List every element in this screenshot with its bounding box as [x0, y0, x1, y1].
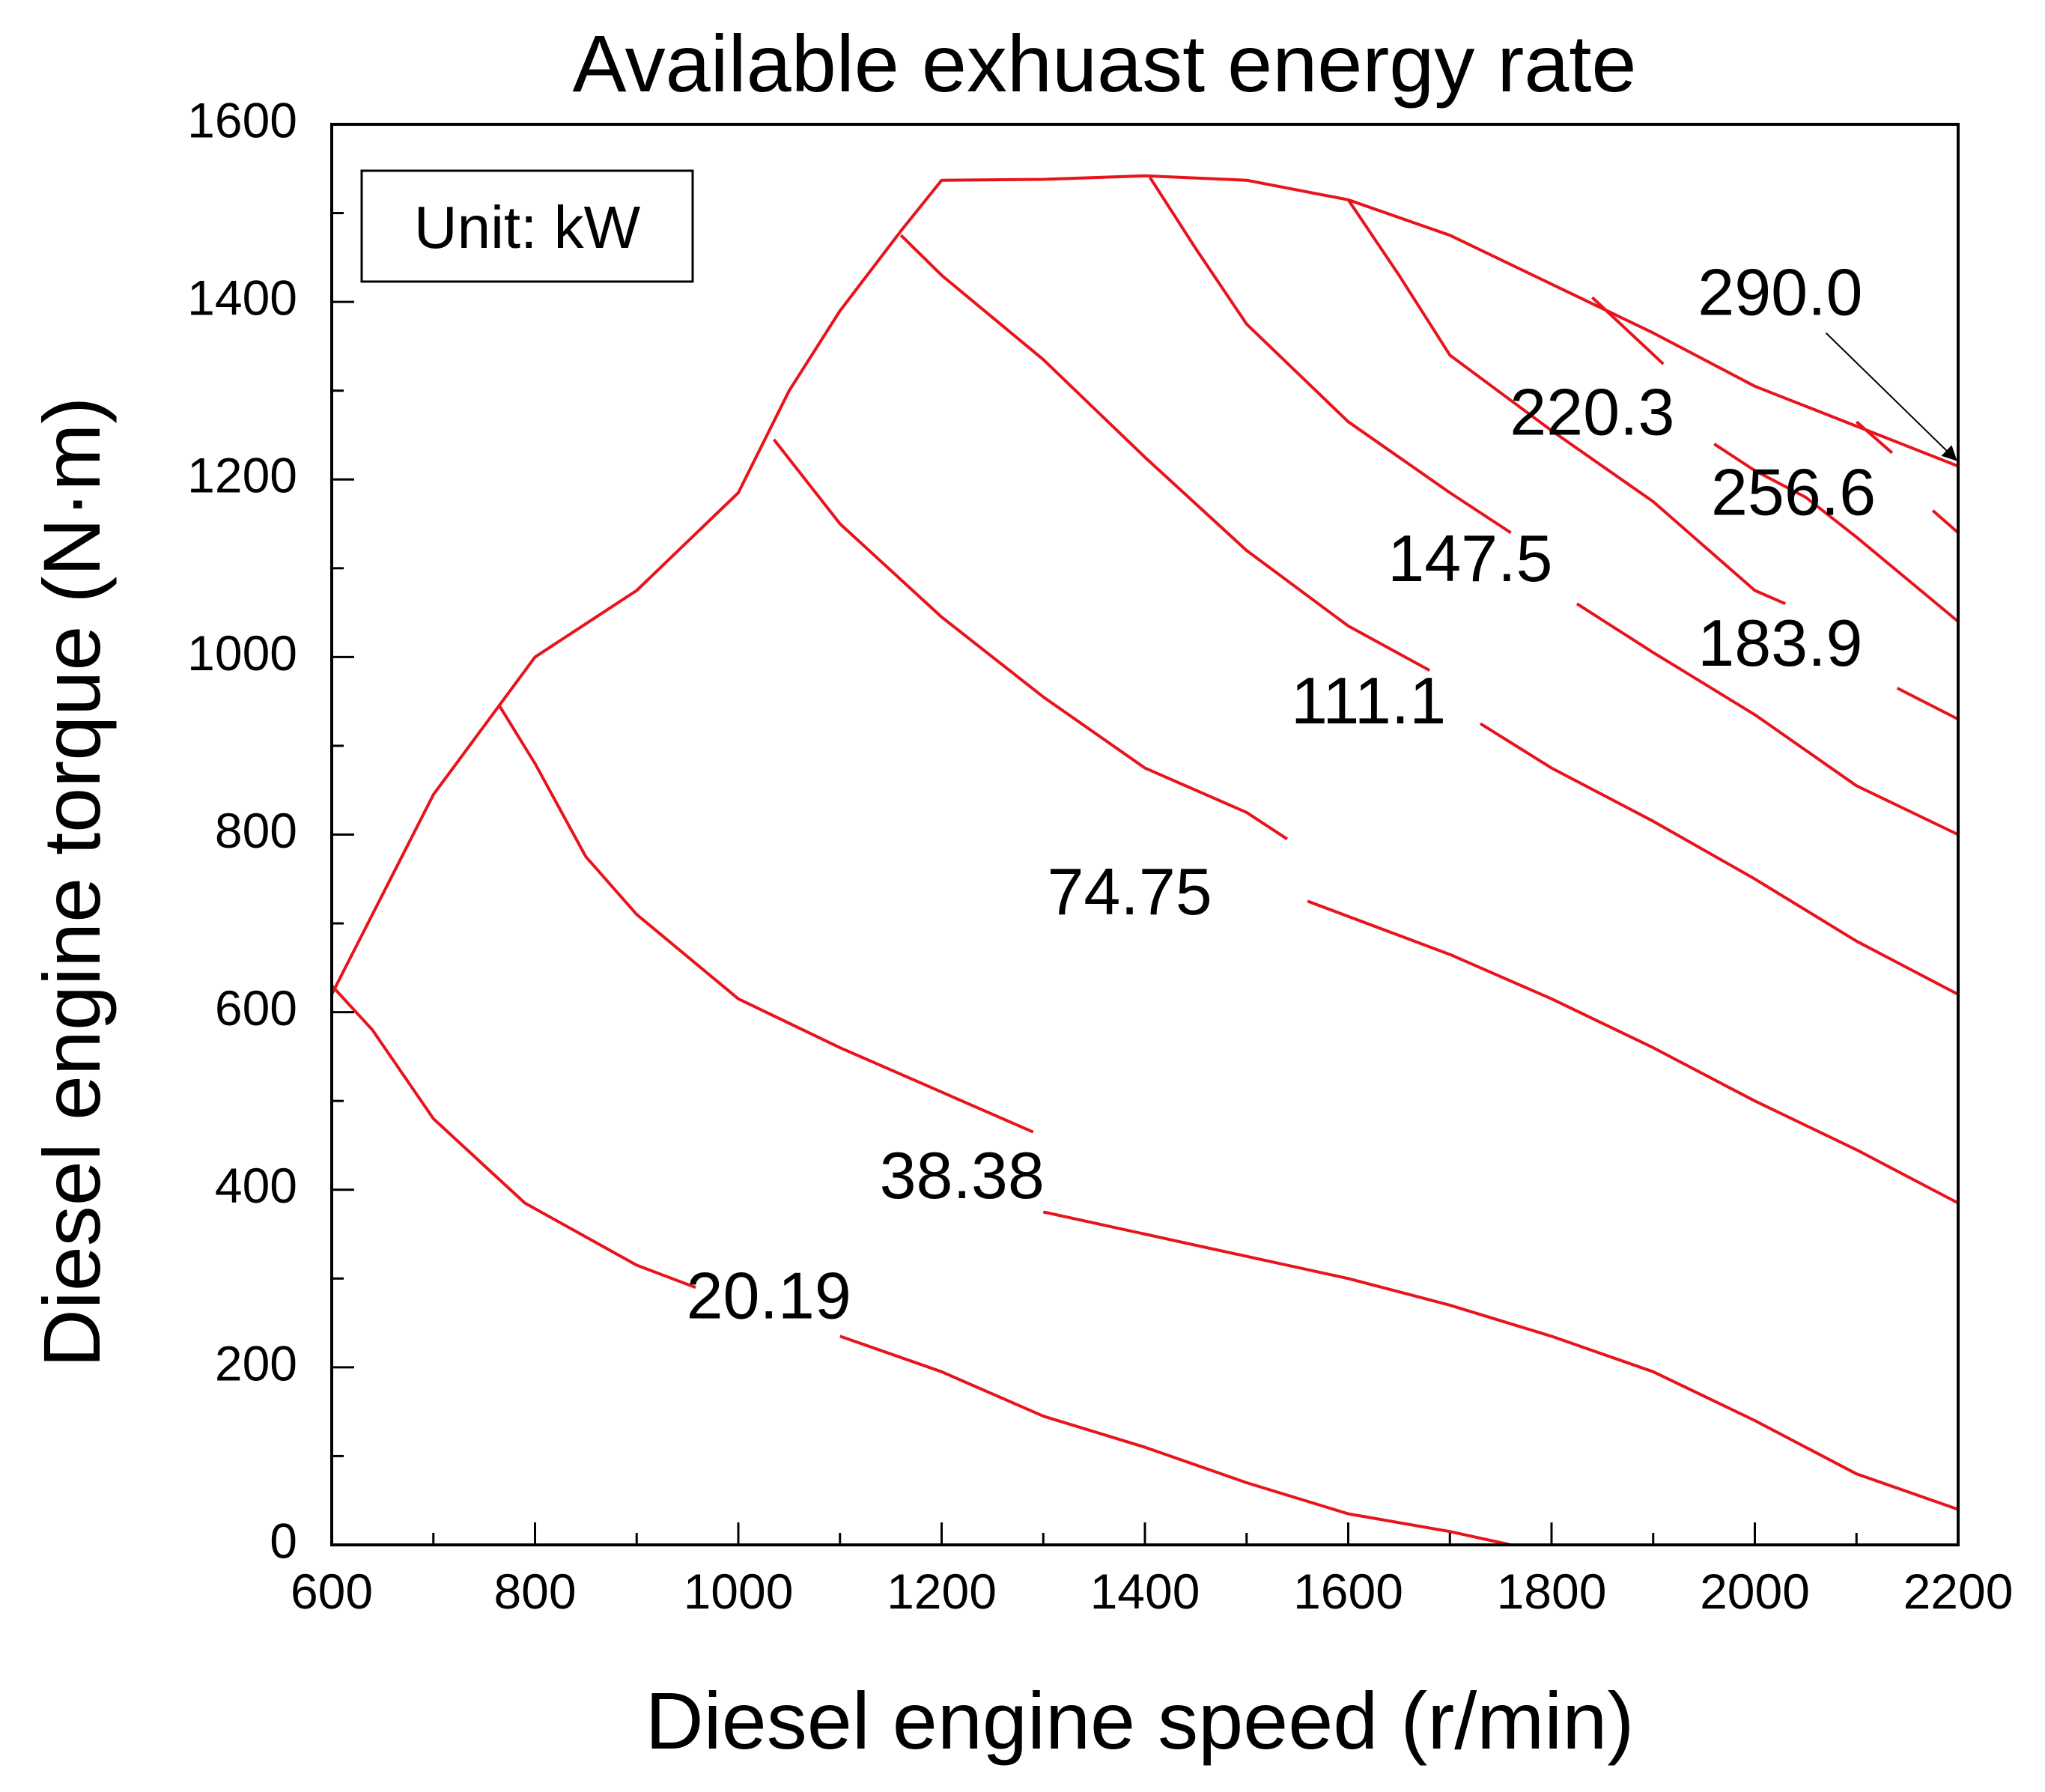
contour-line-220.3-seg1	[1590, 296, 1665, 365]
contour-line-256.6-seg1	[1855, 420, 1894, 455]
annotation-arrow	[1825, 332, 1957, 461]
contour-line-38.38-seg1	[498, 705, 1034, 1134]
x-axis-label: Diesel engine speed (r/min)	[645, 1675, 1635, 1766]
chart-title: Available exhuast energy rate	[573, 18, 1637, 109]
y-tick-label-1000: 1000	[187, 625, 297, 681]
y-tick-label-800: 800	[215, 803, 297, 858]
contour-label-183.9: 183.9	[1698, 606, 1862, 680]
contour-label-74.75: 74.75	[1047, 854, 1212, 929]
y-tick-label-1600: 1600	[187, 92, 297, 148]
boundary-line	[330, 174, 1959, 995]
x-tick-label-1400: 1400	[1090, 1564, 1200, 1619]
contour-line-38.38-seg2	[1042, 1210, 1959, 1511]
x-tick-label-2200: 2200	[1903, 1564, 2014, 1619]
contour-line-111.1-seg2	[1479, 722, 1959, 996]
contour-label-220.3: 220.3	[1510, 375, 1674, 449]
y-tick-label-1400: 1400	[187, 270, 297, 326]
x-tick-label-800: 800	[493, 1564, 576, 1619]
x-tick-label-2000: 2000	[1700, 1564, 1810, 1619]
contour-line-220.3-seg2	[1713, 443, 1960, 623]
contour-line-20.19-seg1	[330, 984, 696, 1290]
contour-line-111.1-seg1	[899, 234, 1431, 672]
contour-label-111.1: 111.1	[1291, 663, 1446, 738]
y-tick-label-1200: 1200	[187, 448, 297, 503]
x-tick-label-600: 600	[291, 1564, 373, 1619]
y-tick-label-0: 0	[270, 1513, 297, 1568]
y-tick-label-600: 600	[215, 980, 297, 1036]
contour-label-256.6: 256.6	[1711, 455, 1876, 529]
contour-label-290.0: 290.0	[1698, 255, 1862, 329]
unit-box-label: Unit: kW	[414, 194, 641, 261]
axes: 600 800 1000 1200 1400 1600 1800 2000 2200 0 200 40…	[187, 92, 2013, 1619]
contour-line-20.19-seg2	[839, 1334, 1512, 1546]
x-tick-label-1800: 1800	[1497, 1564, 1607, 1619]
y-tick-label-200: 200	[215, 1335, 297, 1391]
contour-line-74.75-seg2	[1307, 899, 1959, 1205]
x-tick-label-1200: 1200	[887, 1564, 997, 1619]
contour-label-147.5: 147.5	[1388, 521, 1552, 595]
plot-frame	[330, 123, 1960, 1546]
contour-line-183.9-seg2	[1896, 687, 1959, 721]
contour-line-147.5-seg2	[1575, 602, 1959, 836]
contour-line-74.75-seg1	[772, 438, 1289, 841]
contour-line-147.5-seg1	[1149, 177, 1512, 535]
contour-line-183.9-seg1	[1346, 198, 1786, 606]
unit-box	[360, 169, 694, 283]
plot-area: 20.19 38.38 74.75 111.1 147.5 183.9 220.3 256.6…	[330, 174, 1960, 1546]
contour-line-256.6-seg2	[1931, 509, 1960, 534]
y-tick-label-400: 400	[215, 1158, 297, 1213]
y-axis-label: Diesel engine torque (N·m)	[26, 397, 117, 1368]
contour-label-38.38: 38.38	[880, 1138, 1045, 1212]
x-tick-label-1000: 1000	[684, 1564, 794, 1619]
contour-label-20.19: 20.19	[687, 1258, 851, 1332]
x-tick-label-1600: 1600	[1293, 1564, 1403, 1619]
